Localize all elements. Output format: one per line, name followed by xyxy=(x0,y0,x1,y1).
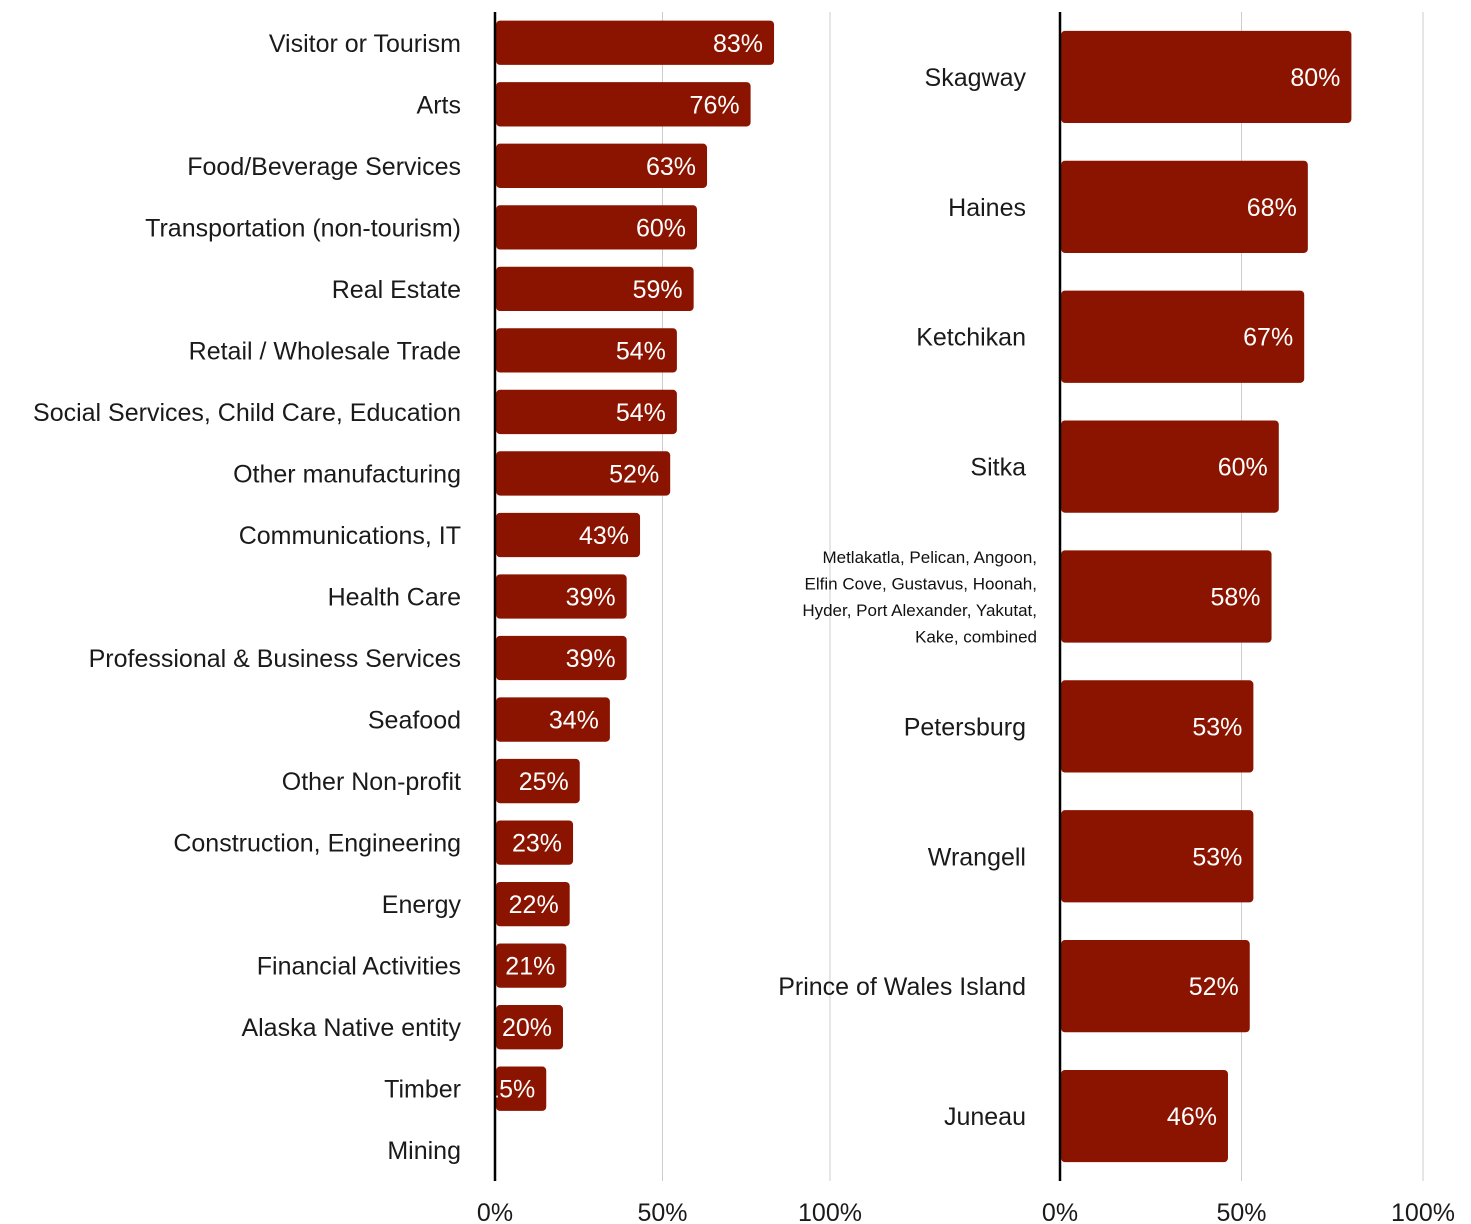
category-label: Ketchikan xyxy=(916,324,1026,352)
data-label: 53% xyxy=(1192,713,1242,741)
bar xyxy=(1061,290,1305,383)
data-label: 54% xyxy=(616,399,666,427)
bar xyxy=(1061,30,1352,124)
data-label: 60% xyxy=(1218,454,1268,482)
category-label: Sitka xyxy=(970,454,1026,482)
x-tick-label: 50% xyxy=(637,1199,687,1224)
bar xyxy=(1061,680,1254,773)
category-label: Prince of Wales Island xyxy=(778,973,1026,1001)
data-label: 46% xyxy=(1167,1103,1217,1131)
data-label: 52% xyxy=(1189,973,1239,1001)
bar xyxy=(496,943,567,988)
bar xyxy=(1061,940,1250,1033)
community-bar-chart: 0% 50% 100% 80% Skagway 68% Haines 67% Ketchikan… xyxy=(778,12,1455,1224)
bar xyxy=(496,758,580,804)
data-label: 21% xyxy=(505,953,555,981)
x-tick-label: 0% xyxy=(1042,1199,1078,1224)
category-label: Transportation (non-tourism) xyxy=(145,214,461,242)
x-tick-label: 100% xyxy=(798,1199,862,1224)
data-label: 80% xyxy=(1290,64,1340,92)
data-label: 22% xyxy=(509,891,559,919)
category-label: Skagway xyxy=(925,64,1027,92)
category-label-line: Metlakatla, Pelican, Angoon, xyxy=(822,548,1037,567)
category-label: Arts xyxy=(417,91,461,119)
bar xyxy=(496,143,708,188)
category-label: Alaska Native entity xyxy=(241,1014,461,1042)
data-label: 54% xyxy=(616,337,666,365)
category-label: Metlakatla, Pelican, Angoon, Elfin Cove, … xyxy=(802,548,1037,647)
bar xyxy=(496,574,627,619)
bar xyxy=(496,205,697,250)
category-label: Juneau xyxy=(944,1103,1026,1131)
data-label: 58% xyxy=(1210,584,1260,612)
data-label: 34% xyxy=(549,707,599,735)
category-label-line: Kake, combined xyxy=(915,627,1037,646)
data-label: 23% xyxy=(512,830,562,858)
data-label: 53% xyxy=(1192,843,1242,871)
bar xyxy=(496,1005,563,1050)
data-label: 76% xyxy=(690,91,740,119)
category-label: Construction, Engineering xyxy=(173,830,461,858)
category-label-line: Elfin Cove, Gustavus, Hoonah, xyxy=(805,574,1037,593)
bar xyxy=(496,82,751,127)
data-label: 63% xyxy=(646,153,696,181)
bar xyxy=(1061,420,1279,513)
category-label: Social Services, Child Care, Education xyxy=(33,399,461,427)
bar xyxy=(496,1066,547,1111)
category-label: Timber xyxy=(384,1076,461,1104)
category-label: Retail / Wholesale Trade xyxy=(189,337,461,365)
category-label: Haines xyxy=(948,194,1026,222)
industry-bar-chart: 0% 50% 100% 83% Visitor or Tourism 76% Arts 63%… xyxy=(33,12,862,1224)
category-label: Visitor or Tourism xyxy=(269,30,461,58)
category-label: Financial Activities xyxy=(257,953,461,981)
bar xyxy=(496,389,677,435)
data-label: 39% xyxy=(566,645,616,673)
bar xyxy=(1061,1069,1228,1163)
bar xyxy=(496,451,671,496)
data-label: 39% xyxy=(566,584,616,612)
x-tick-label: 50% xyxy=(1216,1199,1266,1224)
bar xyxy=(496,328,677,373)
data-label: 15% xyxy=(485,1076,535,1104)
data-label: 43% xyxy=(579,522,629,550)
category-label-line: Hyder, Port Alexander, Yakutat, xyxy=(802,601,1037,620)
category-label: Health Care xyxy=(328,584,461,612)
bar xyxy=(496,635,627,681)
data-label: 60% xyxy=(636,214,686,242)
data-label: 83% xyxy=(713,30,763,58)
category-label: Energy xyxy=(382,891,462,919)
category-label: Real Estate xyxy=(332,276,461,304)
bar xyxy=(496,20,775,65)
data-label: 20% xyxy=(502,1014,552,1042)
data-label: 68% xyxy=(1247,194,1297,222)
category-label: Mining xyxy=(387,1137,461,1165)
bar xyxy=(496,820,574,865)
category-label: Petersburg xyxy=(904,713,1026,741)
bar xyxy=(496,266,694,312)
bar xyxy=(496,697,610,742)
category-label: Professional & Business Services xyxy=(89,645,461,673)
bar xyxy=(1061,550,1272,643)
x-tick-label: 100% xyxy=(1391,1199,1455,1224)
data-label: 52% xyxy=(609,460,659,488)
category-label: Food/Beverage Services xyxy=(187,153,461,181)
category-label: Other manufacturing xyxy=(233,460,461,488)
bar xyxy=(1061,160,1308,253)
bar xyxy=(496,512,641,558)
category-label: Other Non-profit xyxy=(282,768,461,796)
category-label: Wrangell xyxy=(928,843,1026,871)
data-label: 67% xyxy=(1243,324,1293,352)
category-label: Communications, IT xyxy=(239,522,461,550)
data-label: 59% xyxy=(633,276,683,304)
category-label: Seafood xyxy=(368,707,461,735)
data-label: 25% xyxy=(519,768,569,796)
bar xyxy=(1061,810,1254,903)
x-tick-label: 0% xyxy=(477,1199,513,1224)
bar xyxy=(496,881,570,927)
